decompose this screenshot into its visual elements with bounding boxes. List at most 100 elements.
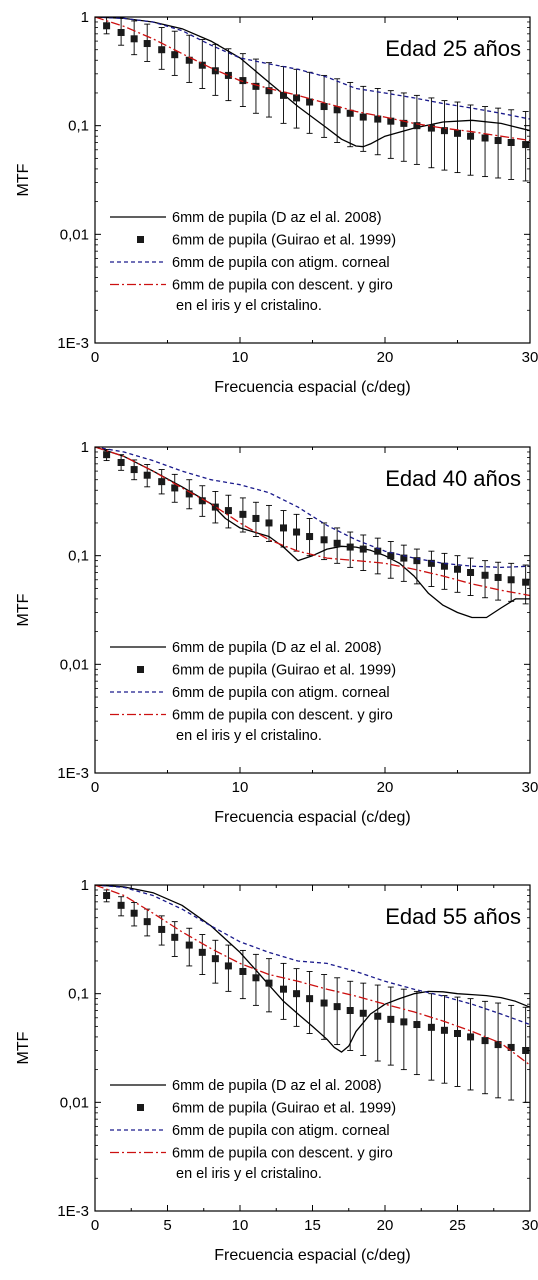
- data-point: [252, 82, 260, 90]
- chart-title: Edad 55 años: [385, 904, 521, 929]
- data-point: [413, 1021, 421, 1029]
- plot-area: [95, 17, 530, 182]
- data-point: [494, 573, 502, 581]
- data-point: [320, 536, 328, 544]
- series-line-dashdot: [95, 885, 530, 1066]
- y-tick-label: 1: [81, 439, 89, 456]
- data-point: [265, 87, 273, 95]
- data-point: [467, 1033, 475, 1041]
- data-point: [333, 539, 341, 547]
- y-axis-label: MTF: [15, 1031, 32, 1064]
- data-point: [374, 547, 382, 555]
- x-axis-label: Frecuencia espacial (c/deg): [214, 1247, 411, 1264]
- data-point: [507, 138, 515, 146]
- data-point: [467, 568, 475, 576]
- data-point: [440, 127, 448, 135]
- data-point: [387, 1015, 395, 1023]
- data-point: [306, 995, 314, 1003]
- data-point: [185, 490, 193, 498]
- x-tick-label: 20: [377, 1217, 394, 1234]
- data-point: [522, 141, 530, 149]
- chart-panel-1: 0 10 20 30 1E-3 0,01 0,1 1 Frecuencia espacial (…: [15, 9, 538, 396]
- x-tick-label: 30: [522, 779, 538, 796]
- x-axis-label: Frecuencia espacial (c/deg): [214, 379, 411, 396]
- data-point: [171, 484, 179, 492]
- data-point: [185, 56, 193, 64]
- data-point: [143, 40, 151, 48]
- legend-marker-swatch: [137, 236, 144, 243]
- legend-label: 6mm de pupila (D az el al. 2008): [172, 640, 382, 656]
- legend-label: 6mm de pupila con atigm. corneal: [172, 1123, 390, 1139]
- data-point: [346, 109, 354, 117]
- data-point: [103, 892, 111, 900]
- data-point: [143, 918, 151, 926]
- y-tick-label: 1: [81, 877, 89, 894]
- legend-label: 6mm de pupila (Guirao et al. 1999): [172, 663, 396, 679]
- data-point: [481, 134, 489, 142]
- data-point: [265, 979, 273, 987]
- series-line-dashed: [95, 17, 530, 120]
- data-point: [130, 909, 138, 917]
- data-point: [224, 71, 232, 79]
- plot-area: [95, 885, 530, 1103]
- data-point: [198, 61, 206, 69]
- data-point: [130, 466, 138, 474]
- legend-marker-swatch: [137, 1104, 144, 1111]
- data-point: [198, 948, 206, 956]
- data-point: [454, 565, 461, 573]
- legend: 6mm de pupila (D az el al. 2008) 6mm de p…: [110, 1078, 396, 1182]
- y-tick-label: 0,01: [60, 1094, 89, 1111]
- data-point: [239, 510, 247, 518]
- data-point: [454, 1029, 461, 1037]
- data-point: [359, 113, 367, 121]
- data-point: [185, 941, 193, 949]
- data-point: [158, 46, 166, 54]
- data-point: [280, 91, 287, 99]
- data-point: [198, 497, 206, 505]
- x-tick-label: 15: [304, 1217, 321, 1234]
- y-axis-label: MTF: [15, 163, 32, 196]
- y-tick-label: 0,01: [60, 226, 89, 243]
- data-point: [252, 974, 260, 982]
- data-point: [454, 129, 461, 137]
- data-point: [280, 985, 287, 993]
- legend-note: en el iris y el cristalino.: [176, 728, 322, 744]
- data-point: [481, 571, 489, 579]
- x-tick-label: 10: [232, 779, 249, 796]
- legend-label: 6mm de pupila con descent. y giro: [172, 278, 393, 294]
- x-tick-label: 0: [91, 1217, 99, 1234]
- data-point: [440, 1026, 448, 1034]
- data-point: [211, 67, 219, 75]
- legend-label: 6mm de pupila con atigm. corneal: [172, 685, 390, 701]
- data-point: [117, 901, 125, 909]
- y-axis-label: MTF: [15, 593, 32, 626]
- data-point: [333, 1003, 341, 1011]
- x-tick-label: 0: [91, 779, 99, 796]
- x-axis-label: Frecuencia espacial (c/deg): [214, 809, 411, 826]
- data-point: [333, 106, 341, 114]
- y-tick-label: 1E-3: [57, 335, 89, 352]
- data-point: [467, 132, 475, 140]
- data-point: [522, 578, 530, 586]
- data-point: [387, 117, 395, 125]
- marker-series: [103, 17, 530, 182]
- y-tick-label: 1E-3: [57, 1203, 89, 1220]
- data-point: [239, 77, 247, 85]
- marker-series: [103, 448, 530, 605]
- data-point: [440, 562, 448, 570]
- data-point: [211, 503, 219, 511]
- legend-label: 6mm de pupila (Guirao et al. 1999): [172, 233, 396, 249]
- series-line-solid: [95, 17, 530, 148]
- y-tick-label: 0,1: [68, 118, 89, 135]
- legend-note: en el iris y el cristalino.: [176, 1166, 322, 1182]
- legend: 6mm de pupila (D az el al. 2008) 6mm de p…: [110, 210, 396, 314]
- legend-label: 6mm de pupila con descent. y giro: [172, 1146, 393, 1162]
- data-point: [224, 962, 232, 970]
- data-point: [413, 122, 421, 130]
- x-tick-label: 30: [522, 349, 538, 366]
- data-point: [117, 459, 125, 467]
- data-point: [427, 559, 435, 567]
- data-point: [103, 22, 111, 30]
- marker-series: [103, 889, 530, 1103]
